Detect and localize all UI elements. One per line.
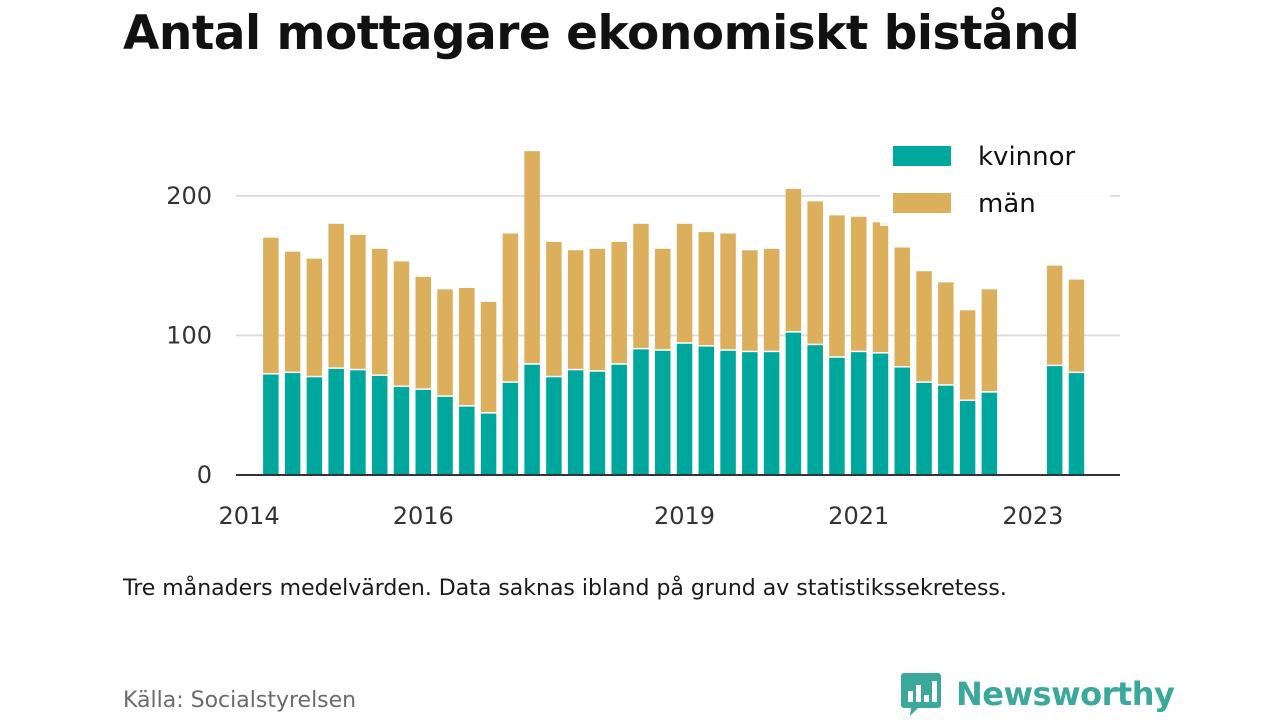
bar-man <box>655 248 671 350</box>
legend-swatch-man <box>893 193 951 213</box>
bar-man <box>720 233 736 350</box>
bar-man <box>872 222 889 353</box>
bar-kvinnor <box>502 382 519 475</box>
bar-man <box>785 188 802 332</box>
bar-man <box>284 251 301 372</box>
bar-man <box>742 250 758 351</box>
y-tick-label: 200 <box>166 182 212 210</box>
bar-kvinnor <box>524 364 540 475</box>
bar-man <box>829 215 845 357</box>
x-tick-label: 2019 <box>654 502 715 530</box>
bar-kvinnor <box>306 377 323 475</box>
bar-man <box>1068 279 1085 372</box>
bar-kvinnor <box>589 371 606 475</box>
newsworthy-logo: Newsworthy <box>900 671 1175 717</box>
bar-kvinnor <box>850 352 867 475</box>
bar-man <box>263 237 279 373</box>
bar-kvinnor <box>698 346 715 475</box>
bar-kvinnor <box>546 377 562 475</box>
bar-kvinnor <box>894 367 911 475</box>
bar-man <box>981 289 998 392</box>
bar-man <box>938 282 954 385</box>
bar-man <box>524 151 540 364</box>
bar-man <box>437 289 453 396</box>
bar-man <box>350 234 366 369</box>
bar-man <box>916 271 932 382</box>
bar-man <box>306 258 323 376</box>
bar-man <box>589 248 606 371</box>
x-tick-label: 2023 <box>1002 502 1063 530</box>
bar-kvinnor <box>1046 366 1063 475</box>
bar-kvinnor <box>676 343 693 475</box>
bar-kvinnor <box>829 357 845 475</box>
bar-kvinnor <box>371 375 388 475</box>
bar-kvinnor <box>742 352 758 475</box>
bar-kvinnor <box>633 349 649 475</box>
bar-kvinnor <box>437 396 453 475</box>
brand-name: Newsworthy <box>956 675 1175 713</box>
bar-man <box>959 310 976 400</box>
y-tick-label: 100 <box>166 321 212 349</box>
bar-man <box>393 261 410 386</box>
bar-kvinnor <box>567 370 584 475</box>
source-label: Källa: Socialstyrelsen <box>123 688 357 713</box>
x-tick-label: 2021 <box>828 502 889 530</box>
bar-kvinnor <box>872 353 889 475</box>
bar-kvinnor <box>763 352 780 475</box>
bar-kvinnor <box>459 406 475 475</box>
bar-man <box>480 301 497 413</box>
bar-man <box>676 223 693 343</box>
y-tick-label: 0 <box>197 461 212 489</box>
bar-man <box>502 233 519 382</box>
bar-kvinnor <box>350 370 366 475</box>
bar-man <box>763 248 780 351</box>
bar-kvinnor <box>655 350 671 475</box>
bar-kvinnor <box>393 387 410 475</box>
bar-kvinnor <box>807 345 823 475</box>
bar-kvinnor <box>938 385 954 475</box>
bar-man <box>698 232 715 346</box>
bar-kvinnor <box>480 413 497 475</box>
bar-kvinnor <box>981 392 998 475</box>
chart-note: Tre månaders medelvärden. Data saknas ib… <box>123 576 1007 601</box>
x-tick-label: 2014 <box>219 502 280 530</box>
newsworthy-bar-chart-icon <box>901 673 941 716</box>
bar-kvinnor <box>415 389 432 475</box>
bar-man <box>850 216 867 351</box>
bar-kvinnor <box>263 374 279 475</box>
bar-kvinnor <box>720 350 736 475</box>
bar-kvinnor <box>328 368 344 475</box>
x-tick-label: 2016 <box>393 502 454 530</box>
page-title: Antal mottagare ekonomiskt bistånd <box>123 6 1080 61</box>
bar-man <box>1046 265 1063 365</box>
bar-man <box>807 201 823 344</box>
bar-man <box>328 223 344 368</box>
legend-label-man: män <box>978 189 1036 219</box>
legend-swatch-kvinnor <box>893 146 951 166</box>
bar-man <box>459 287 475 406</box>
bar-kvinnor <box>1068 373 1085 475</box>
bar-kvinnor <box>785 332 802 475</box>
bar-kvinnor <box>916 382 932 475</box>
bar-kvinnor <box>611 364 627 475</box>
bar-man <box>611 241 627 364</box>
bar-man <box>546 241 562 376</box>
bar-kvinnor <box>959 401 976 475</box>
legend-label-kvinnor: kvinnor <box>978 142 1076 172</box>
bar-man <box>633 223 649 348</box>
bar-man <box>567 250 584 369</box>
bar-kvinnor <box>284 373 301 475</box>
bar-man <box>894 247 911 367</box>
bar-man <box>415 276 432 389</box>
bar-man <box>371 248 388 375</box>
